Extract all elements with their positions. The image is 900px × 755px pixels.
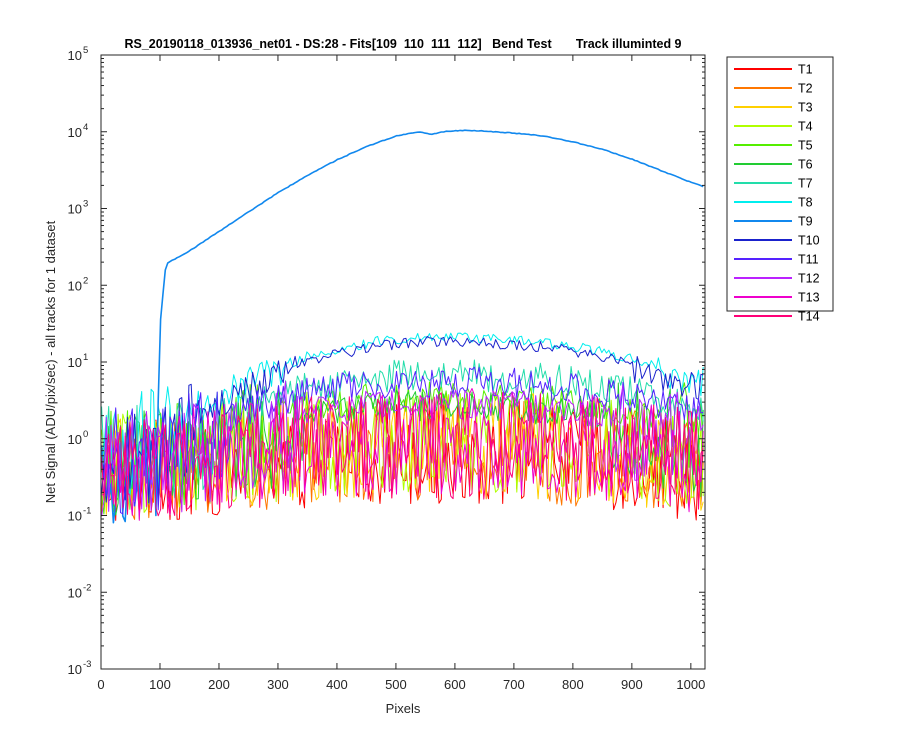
legend-item-T2: T2 xyxy=(734,82,813,96)
legend-label: T1 xyxy=(798,63,813,77)
x-tick-label: 900 xyxy=(621,677,643,692)
y-tick-exponent: 2 xyxy=(83,275,88,286)
series-line-T9 xyxy=(100,129,704,524)
legend-label: T12 xyxy=(798,272,820,286)
legend-label: T3 xyxy=(798,101,813,115)
legend-item-T11: T11 xyxy=(734,253,819,267)
legend-item-T14: T14 xyxy=(734,310,820,324)
y-tick-exponent: 5 xyxy=(83,45,88,56)
legend-label: T13 xyxy=(798,291,820,305)
y-tick-exponent: -1 xyxy=(83,506,91,517)
x-tick-label: 700 xyxy=(503,677,525,692)
legend-label: T4 xyxy=(798,120,813,134)
legend-items: T1 T2 T3 T4 T5 T6 T7 T8 T9 T10 T11 T12 T13 T14 xyxy=(734,63,820,324)
x-tick-label: 0 xyxy=(97,677,104,692)
legend-item-T1: T1 xyxy=(734,63,813,77)
y-tick-label: 10 xyxy=(68,585,82,600)
y-tick-exponent: 4 xyxy=(83,122,88,133)
legend-item-T8: T8 xyxy=(734,196,813,210)
legend-item-T13: T13 xyxy=(734,291,820,305)
y-tick-label: 10 xyxy=(68,278,82,293)
x-axis: 0 100 200 300 400 500 600 700 800 900 1000 xyxy=(97,55,705,692)
y-tick-label: 10 xyxy=(68,432,82,447)
legend-label: T7 xyxy=(798,177,813,191)
y-tick-label: 10 xyxy=(68,202,82,217)
legend-item-T3: T3 xyxy=(734,101,813,115)
x-tick-label: 400 xyxy=(326,677,348,692)
y-tick-label: 10 xyxy=(68,662,82,677)
legend-label: T11 xyxy=(798,253,819,267)
legend-label: T14 xyxy=(798,310,820,324)
legend: T1 T2 T3 T4 T5 T6 T7 T8 T9 T10 T11 T12 T13 T14 xyxy=(726,56,834,324)
x-tick-label: 800 xyxy=(562,677,584,692)
legend-label: T2 xyxy=(798,82,813,96)
series-line-T13 xyxy=(101,388,704,521)
y-tick-label: 10 xyxy=(68,355,82,370)
series-line-T14 xyxy=(101,391,704,517)
legend-item-T4: T4 xyxy=(734,120,813,134)
y-tick-exponent: 1 xyxy=(83,352,88,363)
y-axis-label: Net Signal (ADU/pix/sec) - all tracks fo… xyxy=(43,220,58,503)
x-tick-label: 200 xyxy=(208,677,230,692)
y-tick-exponent: 0 xyxy=(83,429,88,440)
legend-label: T10 xyxy=(798,234,820,248)
y-tick-exponent: 3 xyxy=(83,199,88,210)
x-tick-label: 600 xyxy=(444,677,466,692)
series-line-T12 xyxy=(101,380,704,517)
legend-label: T9 xyxy=(798,215,813,229)
y-tick-exponent: -3 xyxy=(83,659,91,670)
legend-label: T8 xyxy=(798,196,813,210)
y-tick-label: 10 xyxy=(68,125,82,140)
legend-label: T6 xyxy=(798,158,813,172)
legend-item-T6: T6 xyxy=(734,158,813,172)
legend-item-T7: T7 xyxy=(734,177,813,191)
legend-item-T9: T9 xyxy=(734,215,813,229)
x-tick-label: 1000 xyxy=(676,677,705,692)
x-axis-label: Pixels xyxy=(386,701,421,716)
x-tick-label: 500 xyxy=(385,677,407,692)
y-tick-label: 10 xyxy=(68,509,82,524)
legend-item-T5: T5 xyxy=(734,139,813,153)
legend-label: T5 xyxy=(798,139,813,153)
series-traces xyxy=(100,129,704,524)
x-tick-label: 100 xyxy=(149,677,171,692)
chart-title: RS_20190118_013936_net01 - DS:28 - Fits[… xyxy=(124,37,681,51)
y-tick-exponent: -2 xyxy=(83,582,91,593)
series-line-T11 xyxy=(101,366,704,515)
y-tick-label: 10 xyxy=(68,48,82,63)
legend-item-T10: T10 xyxy=(734,234,820,248)
legend-item-T12: T12 xyxy=(734,272,820,286)
x-tick-label: 300 xyxy=(267,677,289,692)
